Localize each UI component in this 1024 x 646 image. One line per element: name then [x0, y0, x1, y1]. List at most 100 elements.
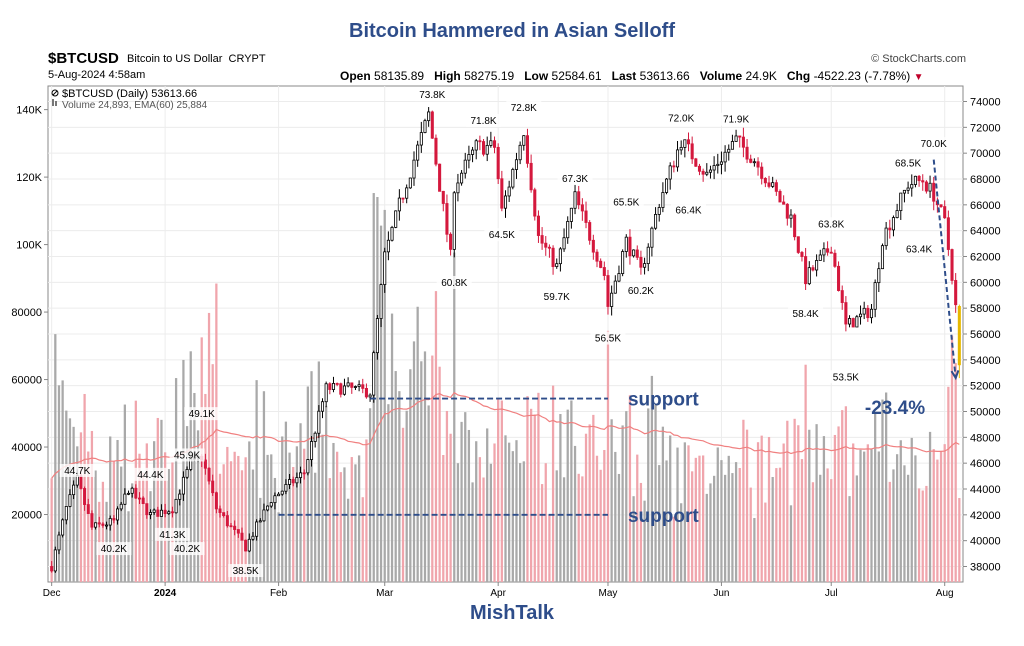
volume-bar [650, 375, 654, 582]
candle-body [525, 135, 529, 164]
volume-bar [537, 392, 540, 582]
candle-body [405, 187, 409, 199]
volume-bar [211, 364, 214, 582]
volume-bar [910, 437, 913, 582]
candle-body [368, 394, 372, 398]
candle-body [207, 467, 211, 482]
candle-body [723, 151, 727, 163]
volume-bar [669, 435, 672, 582]
candle-body [873, 282, 877, 310]
candle-body [624, 236, 628, 252]
candle-body [452, 192, 456, 250]
price-annotation: 58.4K [793, 309, 819, 320]
candle-body [262, 509, 266, 522]
price-annotation: 72.8K [511, 103, 537, 114]
volume-bar [665, 460, 668, 582]
candle-body [203, 459, 207, 469]
candle-body [569, 207, 573, 222]
volume-bar [863, 451, 866, 582]
volume-bar [621, 425, 624, 582]
candle-body [551, 247, 555, 267]
price-annotation: 71.8K [470, 116, 496, 127]
month-tick-label: Jul [825, 588, 838, 599]
volume-bar [482, 477, 485, 582]
candle-body [804, 256, 808, 285]
volume-bar [793, 418, 796, 582]
volume-bars [50, 193, 961, 583]
volume-bar [229, 461, 233, 582]
volume-bar [519, 463, 522, 582]
candle-body [675, 149, 680, 168]
volume-bar [328, 478, 331, 582]
volume-bar [581, 476, 584, 582]
candle-body [430, 111, 434, 139]
candle-body [137, 497, 142, 500]
candle-body [566, 221, 570, 239]
volume-bar [826, 468, 829, 582]
volume-bar [336, 451, 339, 582]
volume-bar [628, 395, 632, 582]
candle-body [829, 251, 833, 254]
volume-bar [390, 313, 394, 582]
volume-bar [548, 514, 551, 582]
price-annotation: 70.0K [921, 139, 947, 150]
candle-body [888, 227, 892, 231]
candle-body [441, 190, 445, 204]
candle-body [134, 487, 138, 499]
price-tick-label: 72000 [970, 122, 1001, 134]
volume-bar [522, 461, 525, 582]
candle-body [617, 273, 621, 282]
low-label: Low [524, 69, 549, 83]
price-annotation: 53.5K [833, 372, 859, 383]
candle-body [661, 192, 665, 208]
price-annotation: 44.4K [137, 470, 163, 481]
candle-body [167, 511, 171, 514]
candle-body [712, 165, 716, 171]
candle-body [866, 307, 870, 319]
volume-bar [332, 442, 335, 582]
volume-bar [914, 455, 917, 582]
candle-body [64, 506, 68, 521]
price-annotation: 49.1K [189, 409, 215, 420]
volume-bar [87, 451, 90, 582]
chart-legend: $BTCUSD (Daily) 53613.66 Volume 24,893, … [51, 88, 208, 111]
month-tick-label: Dec [43, 588, 61, 599]
volume-bar [852, 443, 855, 582]
candle-body [68, 494, 72, 507]
volume-bar [284, 421, 288, 582]
candle-body [335, 383, 339, 385]
volume-label: Volume [699, 69, 743, 83]
volume-bar [636, 454, 639, 582]
candle-body [233, 525, 237, 530]
open-label: Open [340, 69, 371, 83]
volume-bar [79, 432, 83, 582]
volume-bar [489, 463, 492, 582]
candle-body [288, 479, 292, 485]
candle-body [668, 165, 672, 180]
candle-body [269, 502, 273, 507]
volume-bar [767, 437, 771, 582]
volume-bar [643, 500, 646, 582]
candle-body [251, 535, 255, 540]
candle-body [749, 158, 753, 163]
price-tick-label: 50000 [970, 407, 1001, 419]
volume-bar [859, 449, 862, 582]
candle-body [449, 233, 453, 250]
price-tick-label: 62000 [970, 252, 1001, 264]
price-annotation: 68.5K [895, 159, 921, 170]
volume-bar [954, 363, 957, 582]
candle-body [635, 249, 639, 258]
volume-bar [434, 291, 438, 582]
candle-body [123, 493, 127, 505]
candle-body [57, 534, 61, 551]
candle-body [445, 203, 449, 235]
volume-bar [617, 473, 621, 582]
price-tick-label: 44000 [970, 484, 1001, 496]
low-value: 52584.61 [551, 69, 602, 83]
volume-bar [350, 457, 353, 582]
chg-value: -4522.23 (-7.78%) [813, 69, 911, 83]
candle-body [895, 210, 899, 218]
candle-body [94, 522, 98, 528]
candle-body [353, 386, 357, 388]
candle-body [105, 524, 109, 527]
